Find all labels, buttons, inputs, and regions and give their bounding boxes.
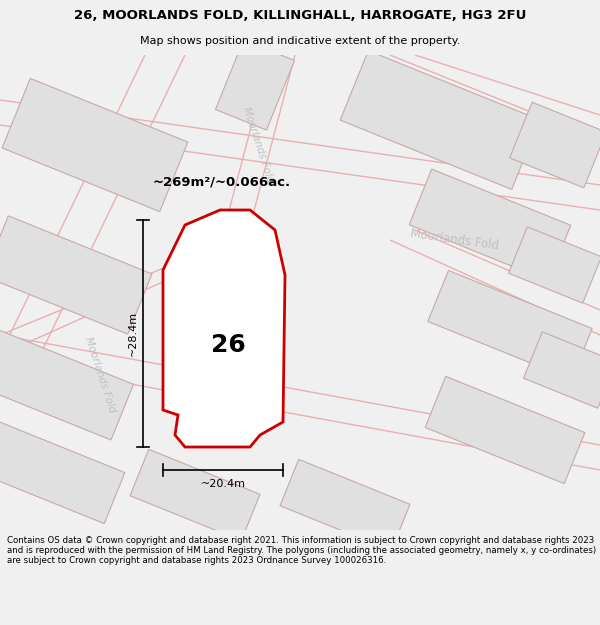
Text: ~269m²/~0.066ac.: ~269m²/~0.066ac. <box>153 176 291 189</box>
Text: ~20.4m: ~20.4m <box>200 479 245 489</box>
Polygon shape <box>215 40 295 130</box>
Text: Map shows position and indicative extent of the property.: Map shows position and indicative extent… <box>140 36 460 46</box>
Polygon shape <box>280 459 410 551</box>
Polygon shape <box>509 102 600 188</box>
Polygon shape <box>428 271 592 379</box>
Polygon shape <box>0 330 133 440</box>
Polygon shape <box>509 227 600 303</box>
Polygon shape <box>425 376 585 484</box>
Text: 26: 26 <box>211 333 245 357</box>
Text: Moorlands Fold: Moorlands Fold <box>410 228 500 253</box>
Polygon shape <box>524 332 600 408</box>
Text: Moorlands Fold: Moorlands Fold <box>83 336 117 414</box>
Text: ~28.4m: ~28.4m <box>128 311 138 356</box>
Polygon shape <box>0 216 152 334</box>
Text: Contains OS data © Crown copyright and database right 2021. This information is : Contains OS data © Crown copyright and d… <box>7 536 596 566</box>
Polygon shape <box>0 416 125 524</box>
Polygon shape <box>130 449 260 541</box>
Text: Moorlands Fold: Moorlands Fold <box>241 106 275 184</box>
Polygon shape <box>163 210 285 447</box>
Polygon shape <box>409 169 571 281</box>
Text: 26, MOORLANDS FOLD, KILLINGHALL, HARROGATE, HG3 2FU: 26, MOORLANDS FOLD, KILLINGHALL, HARROGA… <box>74 9 526 22</box>
Polygon shape <box>2 78 188 212</box>
Polygon shape <box>340 51 540 189</box>
